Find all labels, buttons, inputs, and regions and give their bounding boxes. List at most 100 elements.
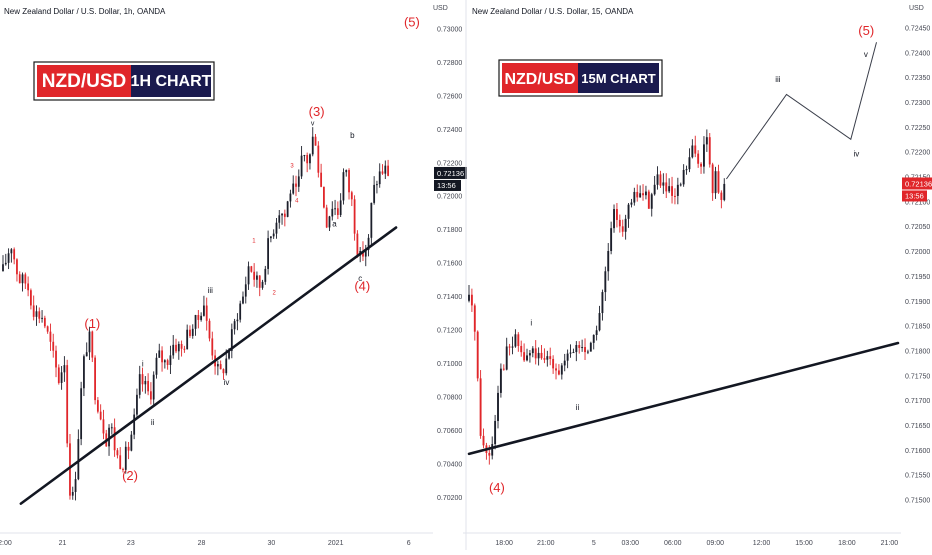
candle-body bbox=[362, 251, 364, 257]
wave-label: iii bbox=[775, 75, 781, 84]
wave-label: 1 bbox=[252, 239, 256, 245]
candle-body bbox=[52, 341, 55, 351]
candle-body bbox=[502, 368, 505, 370]
trendline[interactable] bbox=[19, 226, 398, 505]
candle-body bbox=[133, 414, 136, 435]
y-tick-label: 0.72300 bbox=[905, 100, 930, 107]
candle-body bbox=[85, 352, 88, 357]
price-axis-unit: USD bbox=[909, 5, 924, 12]
candle-body bbox=[688, 157, 691, 170]
candle-body bbox=[482, 435, 485, 446]
candle-body bbox=[639, 193, 642, 198]
wave-label: 4 bbox=[295, 198, 299, 204]
candle-body bbox=[656, 174, 659, 185]
candle-body bbox=[219, 364, 222, 370]
candle-body bbox=[549, 356, 552, 359]
candle-body bbox=[700, 163, 702, 167]
x-tick-label: 12:00 bbox=[0, 540, 12, 547]
candle-body bbox=[356, 233, 359, 256]
candle-body bbox=[364, 249, 367, 257]
candle-body bbox=[309, 154, 311, 164]
candle-body bbox=[624, 218, 627, 232]
candle-body bbox=[592, 334, 595, 343]
y-tick-label: 0.71400 bbox=[437, 294, 462, 301]
candle-body bbox=[679, 184, 682, 186]
candle-body bbox=[627, 204, 630, 219]
candle-body bbox=[491, 444, 494, 456]
candle-body bbox=[233, 321, 236, 330]
candle-body bbox=[505, 346, 508, 370]
candle-body bbox=[77, 439, 80, 480]
candle-body bbox=[381, 171, 384, 174]
candle-body bbox=[615, 209, 618, 220]
candle-body bbox=[264, 268, 267, 282]
trendline[interactable] bbox=[467, 341, 900, 456]
candle-body bbox=[80, 388, 83, 440]
candle-body bbox=[183, 348, 186, 350]
chart-15m-panel: 0.72450 0.72400 0.72350 0.72300 0.72250 0.722… bbox=[463, 5, 932, 547]
candle-body bbox=[55, 350, 57, 368]
candle-body bbox=[203, 305, 205, 316]
candle-body bbox=[494, 420, 497, 445]
y-tick-label: 0.72400 bbox=[905, 50, 930, 57]
candle-body bbox=[138, 374, 141, 395]
candle-body bbox=[110, 427, 113, 429]
x-tick-label: 09:00 bbox=[706, 540, 724, 547]
candle-body bbox=[607, 250, 610, 272]
countdown-tag bbox=[902, 190, 927, 202]
candle-body bbox=[216, 364, 219, 367]
candle-body bbox=[158, 350, 161, 358]
wave-label: b bbox=[350, 131, 355, 140]
candle-body bbox=[557, 370, 560, 375]
candle-body bbox=[211, 338, 214, 356]
candle-body bbox=[180, 343, 183, 349]
candle-body bbox=[373, 184, 376, 203]
candle-body bbox=[546, 356, 549, 360]
candle-body bbox=[653, 184, 656, 195]
y-tick-label: 0.72800 bbox=[437, 60, 462, 67]
candle-body bbox=[144, 380, 147, 385]
candle-body bbox=[2, 264, 4, 272]
candle-body bbox=[91, 331, 94, 358]
candle-body bbox=[18, 274, 21, 284]
candle-body bbox=[317, 145, 320, 173]
wave-label: i bbox=[530, 319, 532, 328]
candle-body bbox=[163, 360, 166, 363]
wave-projection-path[interactable] bbox=[725, 42, 877, 180]
candle-body bbox=[610, 228, 613, 251]
candle-body bbox=[194, 315, 197, 329]
candle-body bbox=[205, 305, 208, 321]
candle-body bbox=[272, 233, 275, 237]
candle-body bbox=[537, 352, 540, 359]
candle-body bbox=[328, 216, 331, 228]
candle-body bbox=[630, 202, 633, 205]
candle-body bbox=[119, 455, 122, 470]
title-badge-pair-bg bbox=[502, 63, 578, 93]
x-tick-label: 6 bbox=[407, 540, 411, 547]
candle-body bbox=[311, 136, 314, 155]
candle-body bbox=[334, 208, 336, 210]
candle-body bbox=[708, 137, 711, 165]
candle-body bbox=[479, 378, 482, 436]
candle-body bbox=[468, 294, 470, 301]
title-timeframe: 15M CHART bbox=[581, 71, 655, 86]
candle-body bbox=[517, 334, 520, 346]
candle-body bbox=[642, 193, 644, 196]
candle-body bbox=[83, 356, 85, 389]
candle-body bbox=[41, 317, 43, 319]
candle-body bbox=[27, 283, 30, 291]
wave-label: 3 bbox=[290, 163, 294, 169]
candle-body bbox=[152, 374, 155, 400]
candle-body bbox=[572, 352, 575, 354]
candle-body bbox=[289, 193, 292, 202]
candle-body bbox=[155, 357, 158, 375]
candle-body bbox=[69, 443, 71, 496]
y-tick-label: 0.72050 bbox=[905, 224, 930, 231]
candle-body bbox=[589, 342, 592, 352]
candle-body bbox=[250, 266, 253, 272]
candle-body bbox=[239, 303, 242, 320]
wave-label: (2) bbox=[122, 468, 138, 483]
wave-label: ii bbox=[576, 403, 580, 412]
candle-body bbox=[528, 353, 531, 356]
candle-body bbox=[7, 253, 10, 263]
